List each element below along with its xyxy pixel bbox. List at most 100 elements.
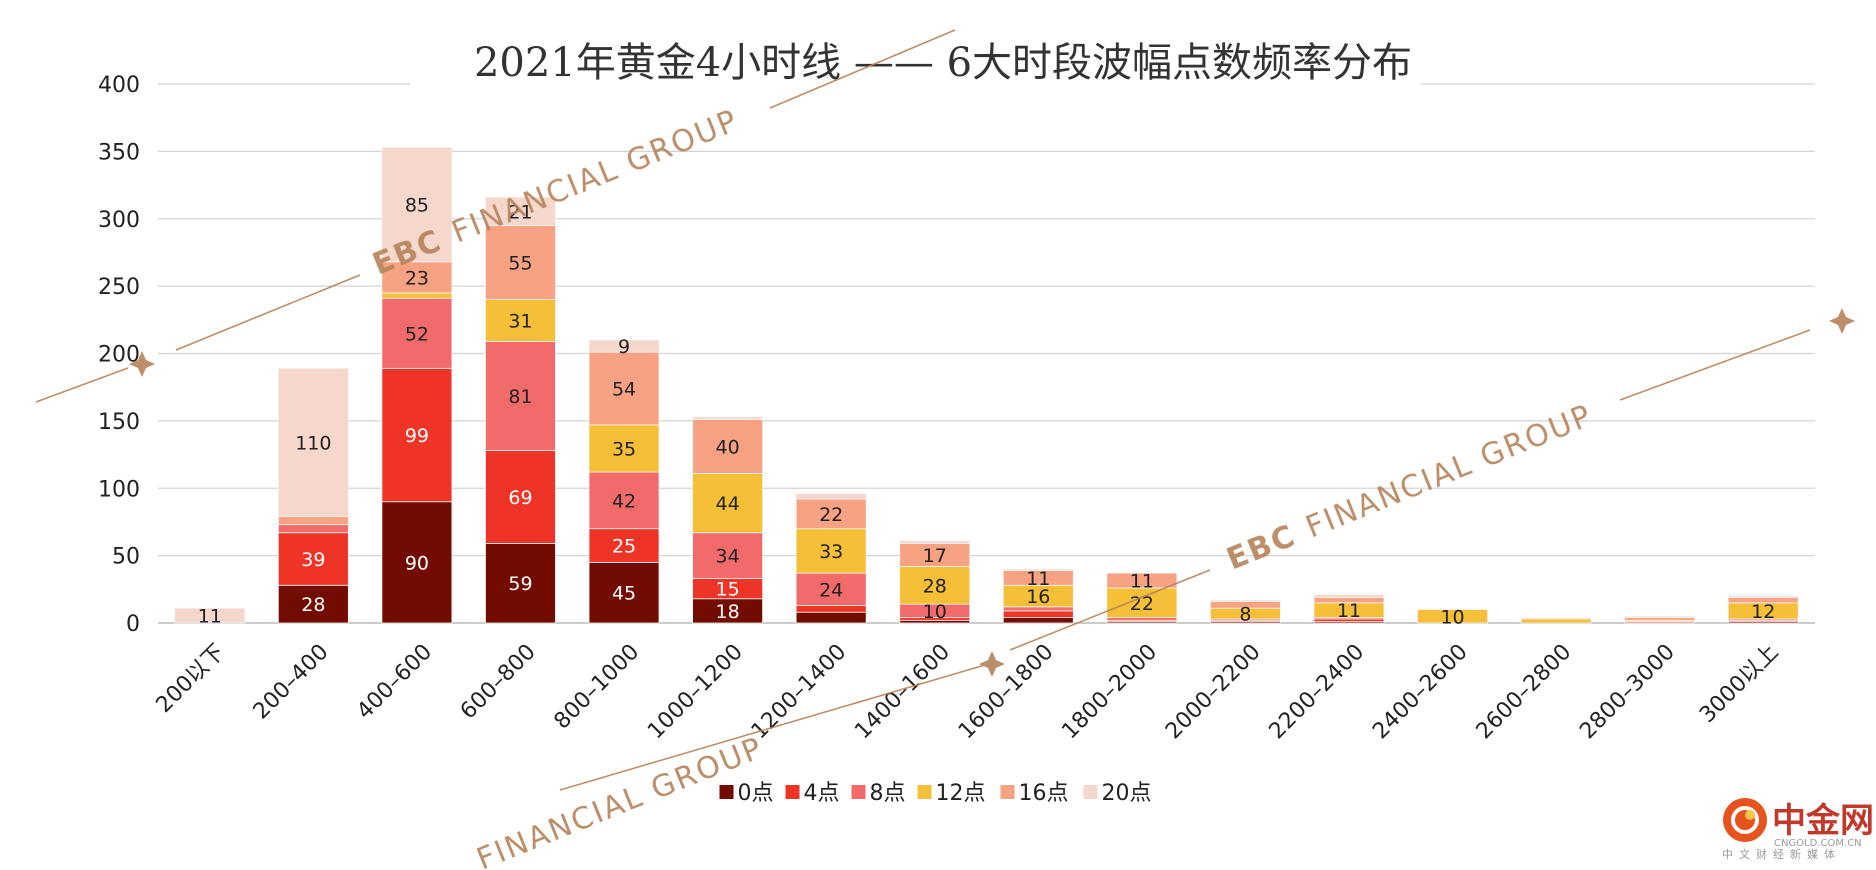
- bar-segment: [1002, 617, 1074, 624]
- y-tick-label: 400: [98, 73, 140, 98]
- bar-segment: [1520, 618, 1592, 624]
- y-tick-label: 300: [98, 208, 140, 233]
- bar-segment: [795, 611, 867, 624]
- x-tick-label: 2400–2600: [1368, 640, 1473, 745]
- legend-entry: 16点: [1019, 781, 1069, 806]
- data-label: 44: [716, 493, 740, 515]
- bar-segment: [692, 419, 763, 474]
- logo-tagline: 中文财经新媒体: [1722, 847, 1841, 861]
- data-label: 9: [618, 336, 630, 358]
- watermark-brand: EBC: [1222, 518, 1301, 577]
- x-tick-label: 200以下: [152, 640, 230, 718]
- x-tick-label: 2200–2400: [1265, 640, 1370, 745]
- bar-segment: [381, 261, 453, 294]
- x-tick-label: 1400–1600: [850, 640, 955, 745]
- x-tick-label: 1000–1200: [643, 640, 748, 745]
- data-label: 55: [508, 253, 532, 275]
- data-label: 25: [612, 536, 636, 558]
- data-label: 54: [612, 379, 636, 401]
- data-labels: 11 28 39 110 90 99 52 23 85 59 69 81 31 55 21 45 25 42 35 5…: [198, 195, 1776, 629]
- bar-segment: [588, 351, 660, 426]
- bar-segment: [381, 292, 453, 299]
- legend: 0点 4点 8点 12点 16点 20点: [719, 781, 1152, 806]
- data-label: 23: [405, 267, 429, 289]
- y-tick-label: 250: [98, 275, 140, 300]
- bar-segment: [795, 572, 867, 606]
- x-tick-label: 800–1000: [550, 640, 645, 735]
- watermark-text: FINANCIAL GROUP: [472, 730, 769, 870]
- data-label: 35: [612, 438, 636, 460]
- x-tick-label: 400–600: [352, 640, 437, 725]
- legend-entry: 8点: [870, 781, 906, 806]
- legend-swatch: [785, 785, 800, 799]
- legend-swatch: [719, 785, 734, 799]
- bar-segment: [795, 605, 867, 613]
- logo-icon: [1723, 798, 1767, 842]
- bar-segment: [1106, 572, 1178, 589]
- y-tick-label: 350: [98, 140, 140, 165]
- bar-segment: [174, 607, 246, 624]
- bar-segment: [277, 584, 349, 624]
- x-axis: 200以下 200–400 400–600 600–800 800–10001000–1…: [152, 640, 1784, 745]
- data-label: 42: [612, 490, 636, 512]
- data-label: 21: [508, 201, 532, 223]
- data-label: 34: [716, 546, 740, 568]
- x-tick-label: 1600–1800: [954, 640, 1059, 745]
- brand-logo: 中金网 CNGOLD.COM.CN 中文财经新媒体: [1722, 798, 1874, 861]
- bar-segment: [588, 424, 660, 473]
- bar-segment: [588, 561, 660, 624]
- x-tick-label: 600–800: [456, 640, 541, 725]
- data-label: 17: [923, 545, 947, 567]
- bar-segment: [381, 367, 453, 503]
- bar-segment: [1210, 599, 1281, 602]
- bar-segment: [1624, 615, 1696, 619]
- data-label: 10: [1440, 606, 1464, 628]
- data-label: 11: [1337, 600, 1361, 622]
- legend-swatch: [851, 785, 866, 799]
- y-tick-label: 100: [98, 477, 140, 502]
- bar-segment: [1727, 595, 1799, 598]
- svg-text:FINANCIAL GROUP: FINANCIAL GROUP: [472, 730, 769, 870]
- legend-swatch: [1083, 785, 1098, 799]
- bar-segment: [485, 340, 556, 451]
- bar-segment: [692, 598, 763, 624]
- bar-segment: [588, 471, 660, 530]
- x-tick-label: 1200–1400: [747, 640, 852, 745]
- bar-segment: [692, 532, 763, 579]
- data-label: 45: [612, 583, 636, 605]
- bar-segment: [1417, 609, 1488, 624]
- data-label: 28: [923, 575, 947, 597]
- bar-segment: [485, 543, 556, 624]
- data-label: 8: [1239, 604, 1251, 626]
- bar-segment: [485, 225, 556, 301]
- x-tick-label: 2800–3000: [1575, 640, 1680, 745]
- bar-segment: [899, 566, 971, 605]
- x-tick-label: 2000–2200: [1161, 640, 1266, 745]
- star-icon: [129, 351, 155, 377]
- legend-entry: 20点: [1102, 781, 1152, 806]
- data-label: 11: [198, 606, 222, 628]
- data-label: 90: [405, 552, 429, 574]
- y-tick-label: 50: [112, 545, 140, 570]
- data-label: 11: [1026, 568, 1050, 590]
- x-tick-label: 200–400: [249, 640, 334, 725]
- x-tick-label: 3000以上: [1695, 640, 1783, 728]
- bar-segment: [381, 146, 453, 263]
- bar-segment: [795, 528, 867, 574]
- logo-name: 中金网: [1772, 801, 1874, 841]
- bar-segment: [277, 516, 349, 526]
- bar-segment: [795, 493, 867, 500]
- title-backdrop: [410, 26, 1420, 92]
- legend-entry: 12点: [936, 781, 986, 806]
- data-label: 28: [301, 594, 325, 616]
- data-label: 10: [923, 601, 947, 623]
- data-label: 22: [1130, 593, 1154, 615]
- watermark-lower: EBCFINANCIAL GROUP FINANCIAL GROUP: [472, 308, 1855, 870]
- bar-segment: [381, 501, 453, 624]
- data-label: 52: [405, 323, 429, 345]
- data-label: 69: [508, 487, 532, 509]
- star-icon: [1829, 308, 1855, 334]
- bar-segment: [1520, 617, 1592, 620]
